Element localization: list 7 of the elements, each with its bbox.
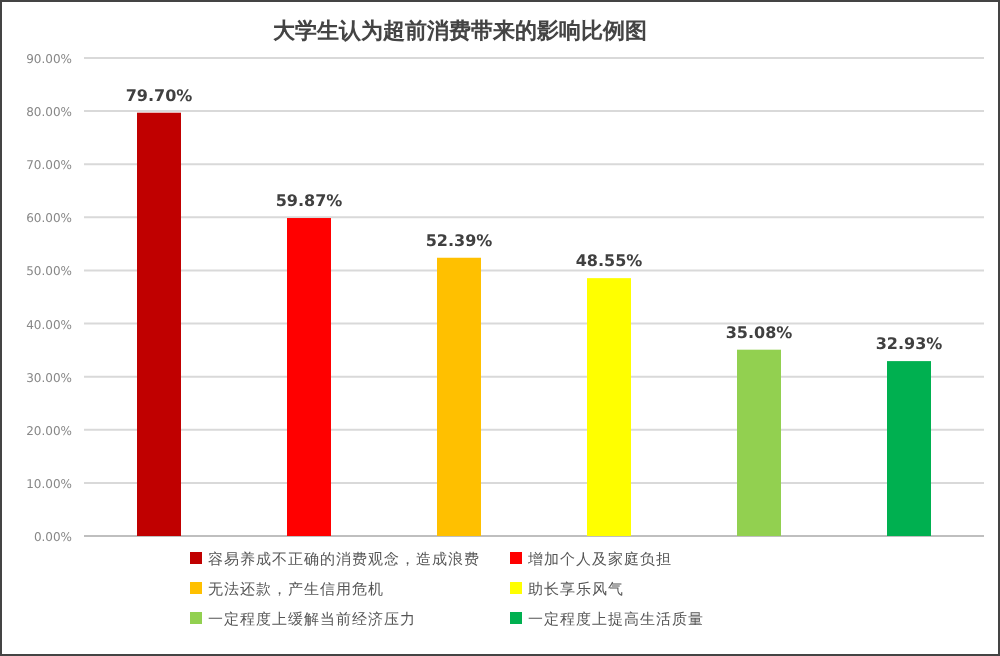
data-label: 48.55% xyxy=(575,252,643,271)
data-label: 79.70% xyxy=(125,86,193,105)
chart-title: 大学生认为超前消费带来的影响比例图 xyxy=(273,18,647,44)
data-label: 32.93% xyxy=(875,335,943,354)
data-label: 52.39% xyxy=(425,231,493,250)
data-label: 35.08% xyxy=(725,323,793,342)
data-label: 59.87% xyxy=(275,192,343,211)
